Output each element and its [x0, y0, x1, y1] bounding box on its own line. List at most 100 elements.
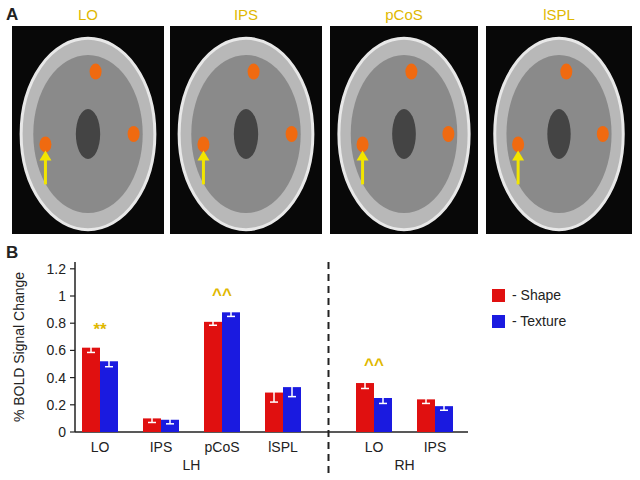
- error-line: [230, 308, 232, 316]
- activation: [128, 126, 140, 142]
- group-label: RH: [394, 457, 414, 473]
- error-cap: [270, 382, 278, 384]
- error-cap: [166, 423, 174, 425]
- error-line: [273, 383, 275, 402]
- error-line: [90, 343, 92, 353]
- error-cap: [227, 316, 235, 318]
- brain-slice: [339, 38, 469, 229]
- error-line: [151, 414, 153, 422]
- x-tick-label: IPS: [150, 439, 173, 455]
- y-tick: [70, 268, 75, 269]
- error-cap: [440, 401, 448, 403]
- y-tick-label: 1: [58, 288, 66, 304]
- panel-label: A: [6, 5, 18, 24]
- error-cap: [105, 366, 113, 368]
- x-tick-label: lSPL: [268, 439, 298, 455]
- error-cap: [422, 395, 430, 397]
- error-cap: [379, 403, 387, 405]
- scan-background: [486, 26, 632, 234]
- region-label: pCoS: [385, 6, 423, 23]
- region-label: lSPL: [543, 6, 575, 23]
- error-cap: [87, 352, 95, 354]
- ventricle: [392, 109, 416, 159]
- bar: [356, 383, 374, 432]
- error-cap: [440, 409, 448, 411]
- panel-b: B00.20.40.60.811.2% BOLD Signal ChangeLO…: [6, 243, 566, 478]
- error-line: [291, 378, 293, 397]
- figure: ALOIPSpCoSlSPLB00.20.40.60.811.2% BOLD S…: [0, 0, 640, 480]
- y-tick: [70, 404, 75, 405]
- activation: [442, 126, 454, 142]
- brain-slice: [495, 38, 623, 229]
- activation: [357, 136, 369, 152]
- brain-matter: [506, 55, 611, 213]
- activation: [405, 64, 417, 80]
- brain-matter: [33, 55, 142, 213]
- panel-a: ALOIPSpCoSlSPL: [6, 5, 632, 234]
- y-tick-label: 0: [58, 424, 66, 440]
- legend-swatch: [492, 289, 505, 302]
- activation: [286, 126, 298, 142]
- brain-slice: [179, 38, 313, 229]
- activation: [197, 136, 209, 152]
- y-tick-label: 0.4: [47, 370, 67, 386]
- brain-slice: [21, 38, 155, 229]
- activation: [90, 64, 102, 80]
- error-bar: [209, 318, 217, 325]
- activation: [597, 126, 609, 142]
- activation: [248, 64, 260, 80]
- error-cap: [379, 392, 387, 394]
- arrow: [361, 156, 364, 184]
- error-cap: [209, 318, 217, 320]
- error-line: [364, 378, 366, 389]
- error-cap: [361, 377, 369, 379]
- brain-matter: [191, 55, 300, 213]
- error-bar: [361, 378, 369, 389]
- legend-label: - Texture: [512, 313, 566, 329]
- y-axis: [74, 262, 76, 432]
- error-line: [212, 318, 214, 325]
- brain-matter: [351, 55, 458, 213]
- arrow: [202, 156, 205, 184]
- group-label: LH: [183, 457, 201, 473]
- annotation: ^^: [364, 355, 384, 374]
- legend-label: - Shape: [512, 287, 561, 303]
- error-line: [443, 402, 445, 410]
- error-bar: [379, 393, 387, 404]
- error-bar: [166, 416, 174, 424]
- error-cap: [288, 377, 296, 379]
- arrow-head: [512, 150, 524, 160]
- x-tick-label: LO: [91, 439, 110, 455]
- ventricle: [76, 109, 100, 159]
- ventricle: [547, 109, 570, 159]
- error-line: [382, 393, 384, 404]
- panel-label: B: [6, 243, 18, 262]
- error-bar: [105, 356, 113, 367]
- ventricle: [234, 109, 258, 159]
- arrow: [517, 156, 520, 184]
- error-bar: [87, 343, 95, 353]
- y-axis-label: % BOLD Signal Change: [11, 272, 27, 422]
- activation: [512, 136, 524, 152]
- activation: [39, 136, 51, 152]
- y-tick-label: 1.2: [47, 261, 67, 277]
- y-tick: [70, 431, 75, 432]
- y-tick: [70, 295, 75, 296]
- error-cap: [105, 355, 113, 357]
- x-tick-label: LO: [365, 439, 384, 455]
- annotation: ^^: [212, 285, 232, 304]
- error-cap: [422, 403, 430, 405]
- error-line: [108, 356, 110, 367]
- y-tick-label: 0.2: [47, 397, 67, 413]
- error-cap: [148, 422, 156, 424]
- chart-svg: ALOIPSpCoSlSPLB00.20.40.60.811.2% BOLD S…: [0, 0, 640, 480]
- bar: [374, 398, 392, 432]
- scan-background: [170, 26, 322, 234]
- x-tick-label: pCoS: [204, 439, 239, 455]
- bar: [435, 406, 453, 432]
- x-tick-label: IPS: [424, 439, 447, 455]
- group-separator: [328, 262, 330, 478]
- error-cap: [209, 324, 217, 326]
- error-bar: [270, 383, 278, 402]
- error-line: [425, 395, 427, 403]
